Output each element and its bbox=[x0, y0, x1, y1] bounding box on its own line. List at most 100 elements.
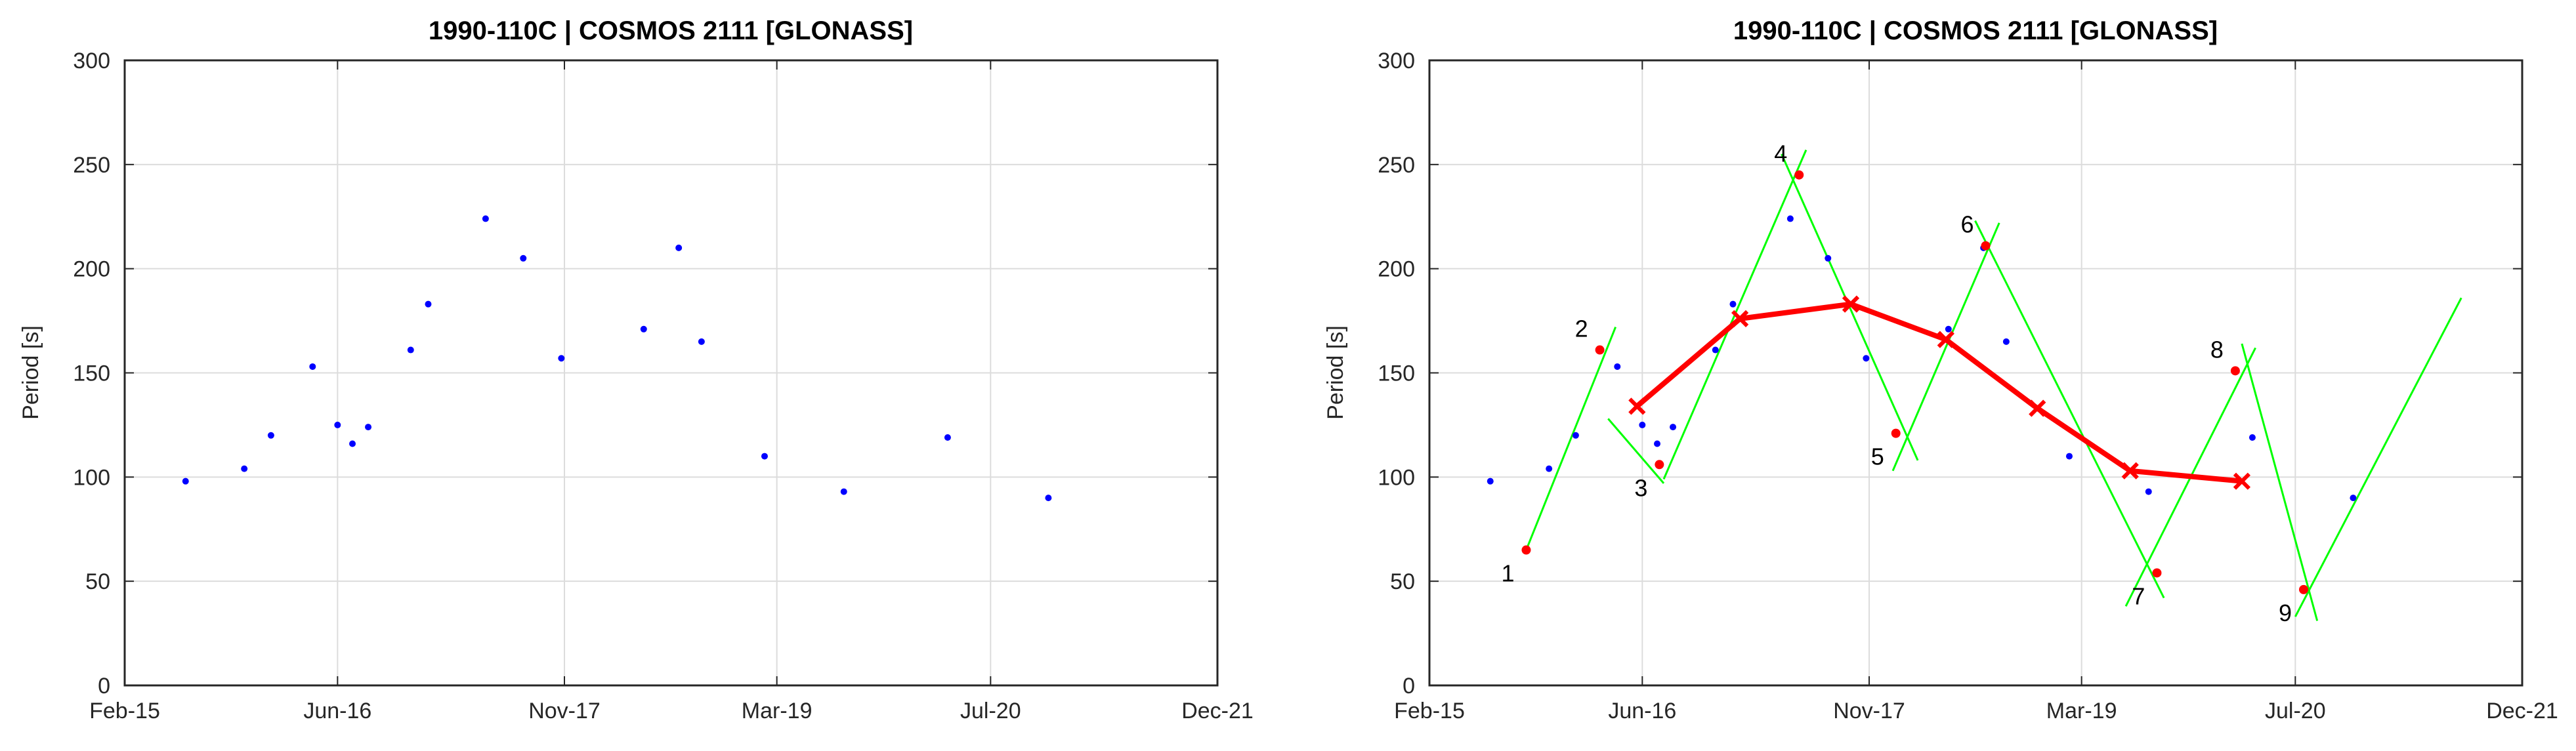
data-point bbox=[2145, 488, 2152, 495]
left-plot-frame bbox=[123, 59, 1219, 687]
extremum-label: 3 bbox=[1634, 474, 1647, 501]
data-point bbox=[698, 338, 705, 345]
x-tick-label: Nov-17 bbox=[528, 699, 601, 723]
fit-line bbox=[1974, 220, 2165, 599]
data-point bbox=[1654, 440, 1661, 447]
extremum-label: 8 bbox=[2210, 336, 2224, 363]
left-chart-title: 1990-110C | COSMOS 2111 [GLONASS] bbox=[429, 16, 913, 45]
extremum-point bbox=[1655, 460, 1664, 470]
x-tick-label: Jun-16 bbox=[1608, 699, 1676, 723]
right-y-axis-label: Period [s] bbox=[1323, 325, 1348, 420]
data-point bbox=[334, 421, 341, 428]
y-tick-label: 300 bbox=[1378, 49, 1415, 73]
data-point bbox=[182, 477, 189, 485]
extremum-point bbox=[1891, 428, 1901, 438]
y-tick-label: 100 bbox=[73, 465, 110, 490]
data-point bbox=[1670, 424, 1677, 431]
y-tick-label: 150 bbox=[1378, 361, 1415, 386]
mean-point-marker bbox=[2029, 399, 2046, 417]
data-point bbox=[1863, 355, 1870, 362]
x-tick-label: Jun-16 bbox=[303, 699, 371, 723]
data-point bbox=[2350, 495, 2357, 502]
data-point bbox=[482, 215, 489, 222]
y-tick-label: 300 bbox=[73, 49, 110, 73]
data-point bbox=[1546, 465, 1553, 472]
data-point bbox=[1614, 363, 1621, 370]
left-chart-panel: Feb-15 Jun-16 Nov-17 Mar-19 Jul-20 Dec-21 0 50 1… bbox=[18, 16, 1254, 723]
x-tick-label: Feb-15 bbox=[1394, 699, 1465, 723]
data-point bbox=[1487, 477, 1494, 485]
data-point bbox=[267, 432, 274, 439]
mean-point-marker bbox=[2233, 472, 2251, 490]
right-axes: Feb-15 Jun-16 Nov-17 Mar-19 Jul-20 Dec-21 0 50 1… bbox=[1378, 49, 2558, 723]
y-tick-label: 0 bbox=[1403, 674, 1415, 699]
left-data-marks bbox=[182, 215, 1052, 502]
x-tick-label: Mar-19 bbox=[2046, 699, 2117, 723]
data-point bbox=[558, 355, 565, 362]
y-tick-label: 200 bbox=[73, 257, 110, 282]
x-tick-label: Jul-20 bbox=[2265, 699, 2326, 723]
data-point bbox=[1572, 432, 1579, 439]
extremum-point bbox=[2299, 584, 2308, 594]
left-y-axis-label: Period [s] bbox=[18, 325, 43, 420]
x-tick-label: Mar-19 bbox=[742, 699, 813, 723]
extremum-point bbox=[2152, 568, 2162, 578]
extremum-point bbox=[2230, 366, 2240, 376]
x-tick-label: Dec-21 bbox=[1181, 699, 1254, 723]
data-point bbox=[2249, 434, 2256, 441]
extremum-label: 5 bbox=[1871, 443, 1884, 470]
fit-line bbox=[1891, 222, 2000, 472]
extremum-label: 4 bbox=[1774, 140, 1787, 167]
mean-point-marker bbox=[1937, 331, 1954, 348]
data-point bbox=[1945, 325, 1952, 333]
right-plot-frame bbox=[1428, 59, 2523, 687]
extremum-label: 2 bbox=[1575, 315, 1588, 342]
x-tick-label: Jul-20 bbox=[960, 699, 1021, 723]
data-point bbox=[520, 254, 527, 262]
y-tick-label: 150 bbox=[73, 361, 110, 386]
data-point bbox=[2065, 453, 2073, 460]
x-tick-label: Feb-15 bbox=[89, 699, 160, 723]
data-point bbox=[425, 300, 432, 308]
data-point bbox=[1639, 421, 1646, 428]
data-point bbox=[944, 434, 951, 441]
data-point bbox=[365, 424, 372, 431]
extremum-label: 6 bbox=[1960, 211, 1974, 238]
left-gridlines bbox=[125, 60, 1217, 685]
extremum-label: 9 bbox=[2279, 599, 2292, 626]
data-point bbox=[349, 440, 356, 447]
data-point bbox=[241, 465, 248, 472]
extremum-point bbox=[1981, 241, 1991, 251]
data-point bbox=[407, 346, 414, 354]
data-point bbox=[640, 325, 647, 333]
data-point bbox=[1825, 254, 1832, 262]
y-tick-label: 100 bbox=[1378, 465, 1415, 490]
y-tick-label: 50 bbox=[1390, 569, 1415, 594]
extremum-point bbox=[1595, 345, 1605, 355]
data-point bbox=[2002, 338, 2010, 345]
data-point bbox=[309, 363, 316, 370]
y-tick-label: 200 bbox=[1378, 257, 1415, 282]
right-data-marks: 1 2 3 4 5 6 7 8 9 bbox=[1487, 140, 2462, 626]
extremum-point bbox=[1521, 545, 1531, 555]
extremum-point bbox=[1794, 170, 1804, 180]
mean-point-marker bbox=[1731, 310, 1749, 328]
data-point bbox=[1045, 495, 1052, 502]
mean-point-marker bbox=[1842, 295, 1860, 313]
fit-line bbox=[1607, 418, 1665, 484]
left-axes: Feb-15 Jun-16 Nov-17 Mar-19 Jul-20 Dec-21 0 50 1… bbox=[73, 49, 1254, 723]
mean-point-marker bbox=[1628, 397, 1646, 415]
data-point bbox=[1712, 346, 1719, 354]
data-point bbox=[1729, 300, 1737, 308]
y-tick-label: 0 bbox=[98, 674, 110, 699]
fit-line bbox=[1525, 327, 1617, 551]
fit-line bbox=[2241, 343, 2319, 621]
right-chart-panel: Feb-15 Jun-16 Nov-17 Mar-19 Jul-20 Dec-21 0 50 1… bbox=[1323, 16, 2558, 723]
data-point bbox=[675, 244, 683, 251]
y-tick-label: 250 bbox=[1378, 153, 1415, 178]
extremum-label: 7 bbox=[2132, 582, 2145, 609]
x-tick-label: Nov-17 bbox=[1833, 699, 1905, 723]
right-gridlines bbox=[1429, 60, 2522, 685]
fit-line bbox=[2294, 297, 2462, 617]
